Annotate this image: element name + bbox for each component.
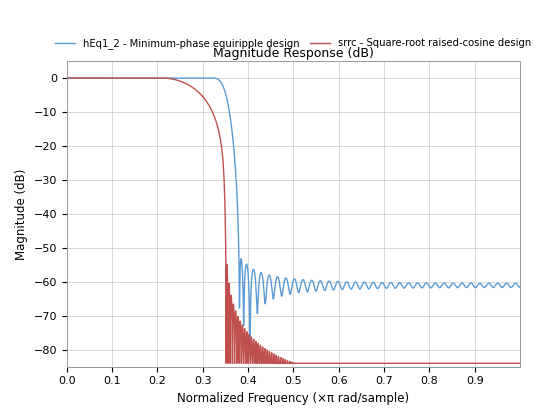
Legend: hEq1_2 - Minimum-phase equiripple design, srrc - Square-root raised-cosine desig: hEq1_2 - Minimum-phase equiripple design… [52, 34, 535, 53]
hEq1_2 - Minimum-phase equiripple design [517, 285, 524, 290]
srrc - Square-root raised-cosine design [452, 361, 459, 366]
Y-axis label: Magnitude (dB): Magnitude (dB) [15, 168, 28, 260]
srrc - Square-root raised-cosine design [63, 76, 70, 81]
Title: Magnitude Response (dB): Magnitude Response (dB) [213, 47, 374, 60]
srrc - Square-root raised-cosine design [223, 361, 230, 366]
Line: srrc - Square-root raised-cosine design: srrc - Square-root raised-cosine design [67, 78, 520, 363]
Line: hEq1_2 - Minimum-phase equiripple design: hEq1_2 - Minimum-phase equiripple design [67, 78, 520, 343]
hEq1_2 - Minimum-phase equiripple design [427, 285, 434, 290]
srrc - Square-root raised-cosine design [198, 92, 204, 97]
srrc - Square-root raised-cosine design [427, 361, 434, 366]
srrc - Square-root raised-cosine design [120, 76, 127, 81]
hEq1_2 - Minimum-phase equiripple design [340, 285, 347, 290]
hEq1_2 - Minimum-phase equiripple design [354, 282, 361, 287]
hEq1_2 - Minimum-phase equiripple design [246, 340, 253, 345]
X-axis label: Normalized Frequency (×π rad/sample): Normalized Frequency (×π rad/sample) [178, 392, 409, 405]
hEq1_2 - Minimum-phase equiripple design [452, 283, 459, 288]
srrc - Square-root raised-cosine design [517, 361, 524, 366]
hEq1_2 - Minimum-phase equiripple design [195, 76, 202, 81]
hEq1_2 - Minimum-phase equiripple design [198, 76, 204, 81]
srrc - Square-root raised-cosine design [354, 361, 361, 366]
hEq1_2 - Minimum-phase equiripple design [120, 76, 127, 81]
srrc - Square-root raised-cosine design [151, 76, 158, 81]
hEq1_2 - Minimum-phase equiripple design [63, 76, 70, 81]
srrc - Square-root raised-cosine design [340, 361, 347, 366]
